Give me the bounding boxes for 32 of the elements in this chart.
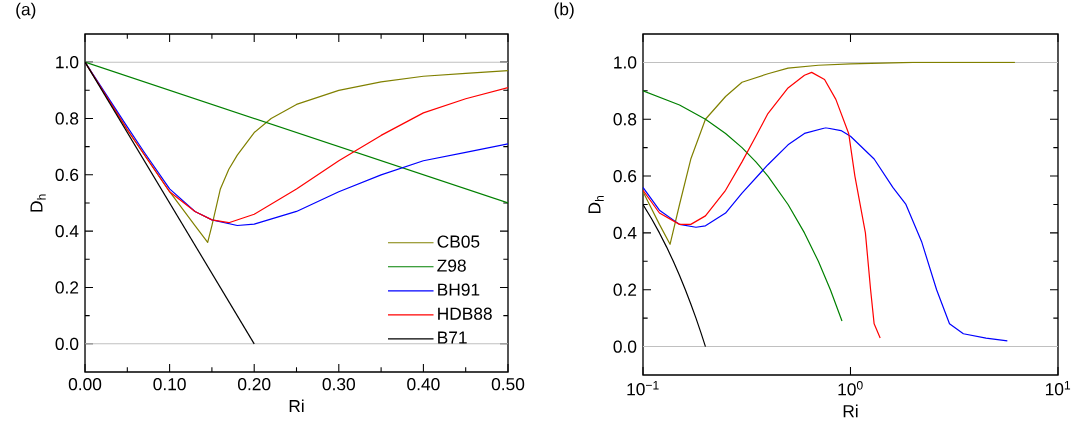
x-tick-label: 0.00 bbox=[68, 378, 102, 391]
y-tick-label: 1.0 bbox=[614, 56, 637, 69]
legend-label: CB05 bbox=[437, 235, 480, 248]
x-tick-label: 0.40 bbox=[407, 378, 440, 391]
legend-label: Z98 bbox=[437, 259, 466, 272]
legend-label: HDB88 bbox=[438, 307, 492, 320]
legend-label: BH91 bbox=[438, 283, 480, 296]
y-tick-label: 0.8 bbox=[55, 112, 79, 125]
legend-label: B71 bbox=[438, 331, 467, 344]
x-tick-label: 10$^{0}$ bbox=[838, 381, 863, 396]
y-tick-label: 0.0 bbox=[613, 340, 637, 353]
x-tick-label: 10$^{−1}$ bbox=[627, 381, 659, 396]
y-tick-label: 0.8 bbox=[613, 113, 637, 126]
y-axis-title: D$_{h}$ bbox=[30, 194, 46, 212]
y-tick-label: 0.2 bbox=[613, 283, 637, 296]
y-tick-label: 0.4 bbox=[55, 225, 79, 238]
y-tick-label: 0.2 bbox=[55, 281, 79, 294]
y-axis-title: D$_{h}$ bbox=[588, 195, 604, 214]
x-tick-label: 10$^{1}$ bbox=[1045, 381, 1071, 396]
x-axis-title: Ri bbox=[843, 404, 858, 418]
chart-title: (a) bbox=[16, 2, 36, 19]
y-tick-label: 0.6 bbox=[55, 168, 79, 181]
x-tick-label: 0.10 bbox=[153, 378, 186, 391]
y-tick-label: 1.0 bbox=[56, 56, 79, 69]
chart-title: (b) bbox=[554, 2, 574, 19]
x-axis-title: Ri bbox=[289, 399, 304, 413]
x-tick-label: 0.30 bbox=[322, 378, 355, 391]
y-tick-label: 0.4 bbox=[613, 226, 637, 240]
x-tick-label: 0.50 bbox=[491, 378, 525, 391]
y-tick-label: 0.0 bbox=[55, 337, 79, 350]
x-tick-label: 0.20 bbox=[238, 378, 271, 391]
y-tick-label: 0.6 bbox=[613, 169, 637, 183]
